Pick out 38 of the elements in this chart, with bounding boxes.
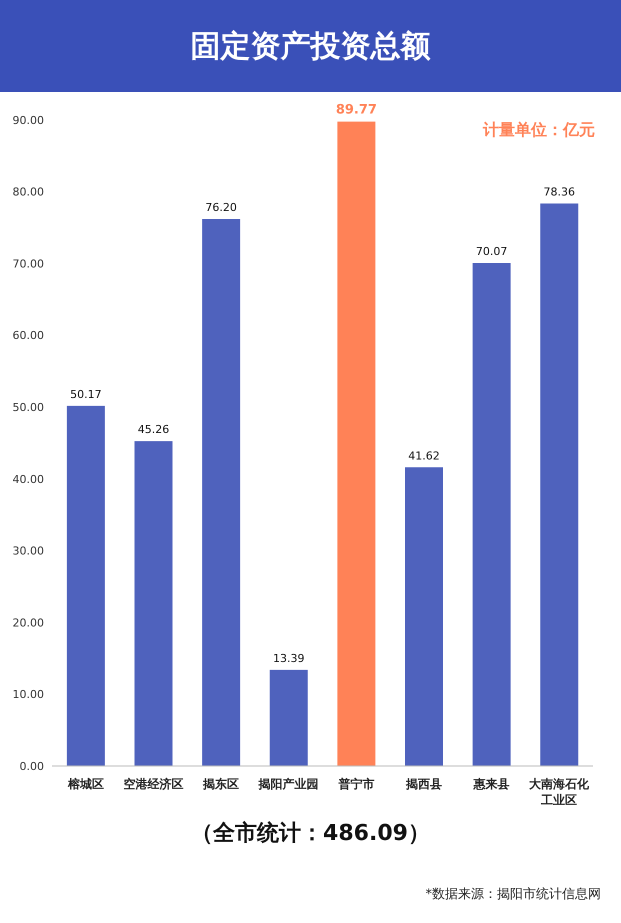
text: *数据来源：揭阳市统计信息网 <box>426 886 601 903</box>
bar <box>66 406 105 766</box>
y-tick-label: 50.00 <box>12 401 44 414</box>
y-tick-label: 90.00 <box>12 114 44 127</box>
data-label: 76.20 <box>205 201 237 214</box>
text: （全市统计：486.09） <box>190 820 431 848</box>
y-tick-label: 70.00 <box>12 257 44 270</box>
x-tick-label: 空港经济区 <box>123 777 184 791</box>
x-tick-label: 大南海石化工业区 <box>529 777 590 807</box>
data-label: 50.17 <box>70 388 102 401</box>
x-tick-label: 惠来县 <box>472 777 510 791</box>
data-label: 89.77 <box>336 102 377 118</box>
y-tick-label: 0.00 <box>20 760 44 773</box>
y-tick-label: 30.00 <box>12 544 44 558</box>
annotation: 计量单位：亿元 <box>483 120 595 141</box>
y-tick-label: 10.00 <box>12 688 44 702</box>
data-label: 41.62 <box>408 449 440 462</box>
data-label: 70.07 <box>476 245 508 258</box>
data-label: 13.39 <box>273 652 305 665</box>
data-label: 78.36 <box>544 186 576 199</box>
bar <box>540 204 578 766</box>
x-tick-label: 揭东区 <box>202 777 240 791</box>
x-tick-label: 揭阳产业园 <box>258 777 319 791</box>
y-tick-label: 20.00 <box>12 616 44 630</box>
bar <box>337 122 376 766</box>
x-tick-label: 揭西县 <box>404 777 442 791</box>
x-tick-label: 普宁市 <box>337 777 374 791</box>
y-tick-label: 40.00 <box>12 472 44 486</box>
data-label: 45.26 <box>138 423 170 436</box>
bar <box>472 263 511 766</box>
bar <box>202 219 240 766</box>
bar <box>134 441 173 766</box>
bar <box>270 670 308 766</box>
chart-title: 固定资产投资总额 <box>0 0 621 92</box>
bar <box>405 467 444 766</box>
x-tick-label: 榕城区 <box>66 777 104 791</box>
y-tick-label: 60.00 <box>12 329 44 342</box>
y-tick-label: 80.00 <box>12 186 44 199</box>
